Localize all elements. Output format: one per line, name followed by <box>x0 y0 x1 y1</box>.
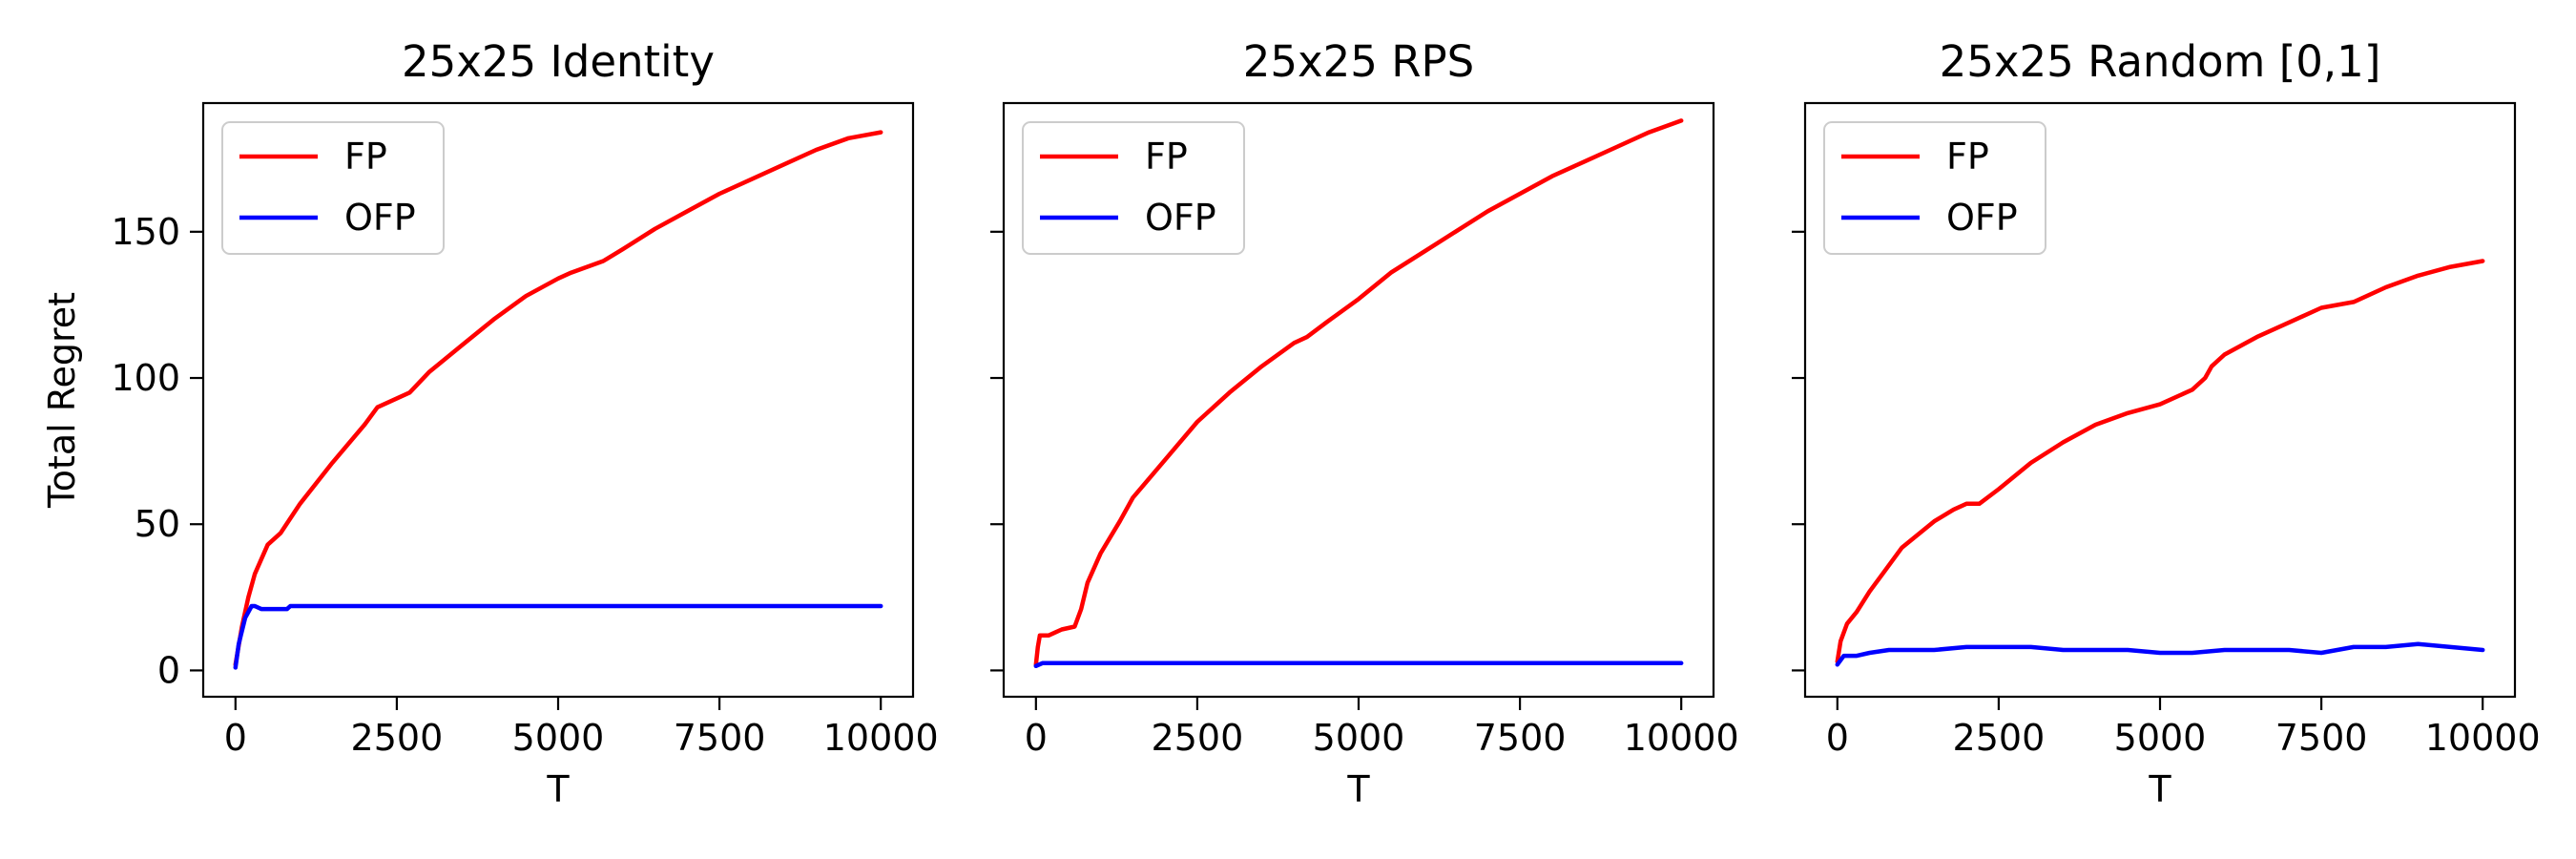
legend-label-fp: FP <box>1946 136 1989 178</box>
legend: FP OFP <box>221 121 445 255</box>
chart-title: 25x25 RPS <box>1243 36 1474 87</box>
chart-title: 25x25 Random [0,1] <box>1940 36 2381 87</box>
series-line-ofp <box>1033 660 1684 669</box>
x-tick-label: 7500 <box>1474 717 1567 759</box>
x-tick-label: 0 <box>1826 717 1849 759</box>
series-line-ofp <box>1835 641 2485 667</box>
y-tick-label: 150 <box>111 211 180 253</box>
x-axis-label: T <box>2148 768 2171 810</box>
x-tick-label: 0 <box>1025 717 1048 759</box>
x-tick-label: 5000 <box>2114 717 2207 759</box>
x-tick-label: 5000 <box>512 717 605 759</box>
y-axis-label: Total Regret <box>41 292 83 509</box>
x-tick-label: 0 <box>224 717 247 759</box>
series-line-fp <box>233 130 883 667</box>
y-tick-label: 0 <box>157 649 180 691</box>
subplot-identity: 25x25 Identity 0 2500 5000 7500 10000 0 50 100 15… <box>41 36 939 810</box>
x-axis-label: T <box>1346 768 1370 810</box>
legend-label-fp: FP <box>1145 136 1188 178</box>
y-tick-label: 100 <box>111 357 180 399</box>
x-tick-label: 10000 <box>2425 717 2541 759</box>
x-tick-label: 7500 <box>2275 717 2368 759</box>
x-tick-label: 2500 <box>1152 717 1244 759</box>
chart-title: 25x25 Identity <box>402 36 715 87</box>
x-tick-label: 5000 <box>1313 717 1405 759</box>
legend-label-ofp: OFP <box>1145 197 1216 239</box>
x-axis-label: T <box>546 768 570 810</box>
legend: FP OFP <box>1022 121 1245 255</box>
y-tick-label: 50 <box>135 503 180 545</box>
series-line-fp <box>1835 259 2485 664</box>
subplot-random: 25x25 Random [0,1] 0 2500 5000 7500 10000 T FP O… <box>1792 36 2541 810</box>
x-tick-label: 2500 <box>1953 717 2046 759</box>
x-tick-label: 10000 <box>1624 717 1739 759</box>
series-line-ofp <box>233 603 883 670</box>
legend-label-fp: FP <box>344 136 387 178</box>
series-line-fp <box>1033 118 1684 667</box>
legend: FP OFP <box>1823 121 2046 255</box>
x-tick-label: 7500 <box>674 717 766 759</box>
subplot-rps: 25x25 RPS 0 2500 5000 7500 10000 T FP OFP <box>990 36 1739 810</box>
legend-label-ofp: OFP <box>1946 197 2018 239</box>
x-tick-label: 10000 <box>823 717 939 759</box>
x-tick-label: 2500 <box>351 717 444 759</box>
legend-label-ofp: OFP <box>344 197 416 239</box>
